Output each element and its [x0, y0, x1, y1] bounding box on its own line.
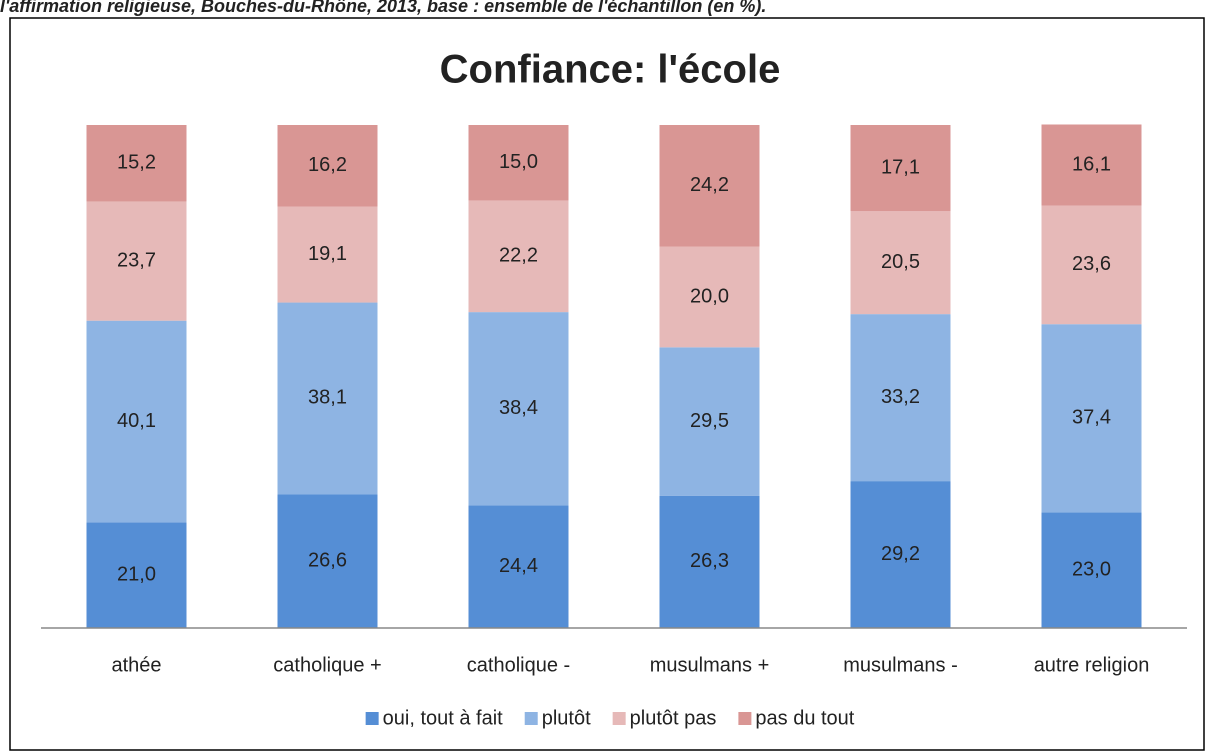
bar-segment	[1041, 324, 1142, 513]
x-tick-label: athée	[111, 654, 161, 676]
bar-segment	[1041, 205, 1142, 325]
data-label: 15,0	[499, 151, 538, 173]
bar-segment	[850, 481, 951, 628]
legend-label: plutôt	[542, 707, 591, 729]
data-label: 37,4	[1072, 407, 1111, 429]
bar-segment	[86, 201, 187, 321]
data-label: 26,3	[690, 550, 729, 572]
bar-segment	[468, 312, 569, 506]
bar-segment	[468, 200, 569, 313]
bar-segment	[659, 125, 760, 247]
data-label: 23,0	[1072, 558, 1111, 580]
chart-frame	[9, 17, 1205, 751]
data-label: 23,6	[1072, 253, 1111, 275]
data-label: 16,1	[1072, 153, 1111, 175]
data-label: 17,1	[881, 156, 920, 178]
legend-swatch	[365, 712, 379, 725]
bar-segment	[277, 302, 378, 495]
bar-segment	[277, 494, 378, 628]
data-label: 15,2	[117, 152, 156, 174]
bar-segment	[659, 347, 760, 496]
legend-swatch	[612, 712, 626, 725]
bar-segment	[86, 522, 187, 628]
x-tick-label: musulmans -	[843, 654, 957, 676]
data-label: 38,4	[499, 397, 538, 419]
data-label: 29,2	[881, 543, 920, 565]
bar-segment	[659, 246, 760, 348]
bar-segment	[850, 314, 951, 482]
bar-segment	[86, 320, 187, 523]
caption: l'affirmation religieuse, Bouches-du-Rhô…	[0, 0, 766, 16]
bar-segment	[659, 495, 760, 628]
legend-label: plutôt pas	[630, 707, 717, 729]
bar-segment	[468, 505, 569, 628]
bar-segment	[1041, 124, 1142, 206]
data-label: 20,0	[690, 285, 729, 307]
legend-label: pas du tout	[755, 707, 854, 729]
legend-label: oui, tout à fait	[383, 707, 504, 729]
legend-swatch	[524, 712, 538, 725]
bar-segment	[277, 125, 378, 207]
data-label: 22,2	[499, 245, 538, 267]
bar-segment	[86, 125, 187, 202]
x-tick-label: catholique +	[273, 654, 381, 676]
bar-segment	[277, 206, 378, 303]
data-label: 33,2	[881, 386, 920, 408]
data-label: 26,6	[308, 549, 347, 571]
x-tick-label: autre religion	[1034, 654, 1150, 676]
data-label: 23,7	[117, 249, 156, 271]
data-label: 24,2	[690, 174, 729, 196]
legend-swatch	[738, 712, 752, 725]
bar-segment	[850, 211, 951, 315]
bar-segment	[850, 125, 951, 212]
bar-segment	[468, 125, 569, 201]
data-label: 24,4	[499, 555, 538, 577]
data-label: 16,2	[308, 154, 347, 176]
data-label: 21,0	[117, 563, 156, 585]
data-label: 38,1	[308, 387, 347, 409]
data-label: 29,5	[690, 410, 729, 432]
data-label: 20,5	[881, 251, 920, 273]
data-label: 40,1	[117, 410, 156, 432]
x-tick-label: catholique -	[467, 654, 570, 676]
chart-title: Confiance: l'école	[440, 48, 781, 92]
bar-segment	[1041, 512, 1142, 628]
data-label: 19,1	[308, 243, 347, 265]
x-tick-label: musulmans +	[650, 654, 770, 676]
